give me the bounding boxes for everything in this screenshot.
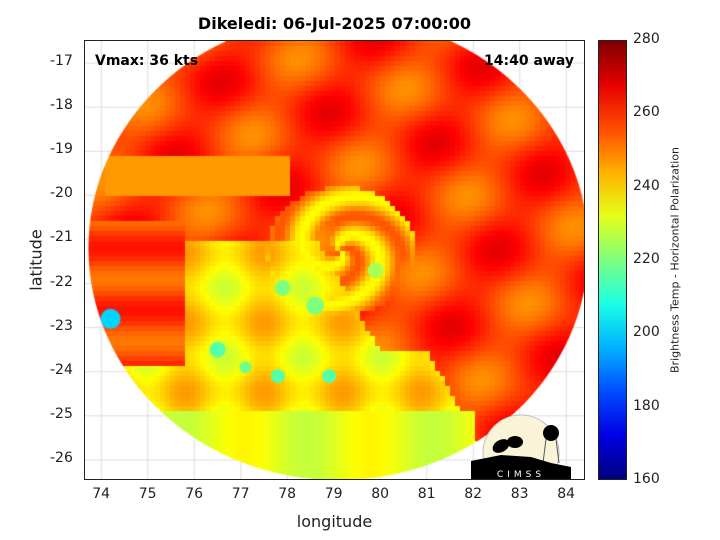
x-tick-label: 77 bbox=[231, 486, 250, 502]
cimss-logo: CIMSS bbox=[471, 414, 571, 480]
y-axis-label: latitude bbox=[26, 229, 46, 291]
time-away-label: 14:40 away bbox=[484, 53, 574, 69]
brightness-temp-image bbox=[85, 41, 584, 479]
colorbar-tick-label: 260 bbox=[633, 104, 660, 121]
x-tick-label: 75 bbox=[138, 486, 157, 502]
y-tick-label: -20 bbox=[50, 185, 73, 202]
map-axes: Vmax: 36 kts 14:40 away CIMSS bbox=[84, 40, 585, 480]
colorbar-tick-label: 180 bbox=[633, 397, 660, 414]
y-tick-label: -22 bbox=[50, 273, 73, 290]
x-tick-label: 78 bbox=[278, 486, 297, 502]
vmax-label: Vmax: 36 kts bbox=[95, 53, 199, 69]
colorbar bbox=[598, 40, 627, 480]
x-tick-label: 84 bbox=[557, 486, 576, 502]
x-axis-label: longitude bbox=[296, 512, 373, 531]
x-tick-label: 79 bbox=[324, 486, 343, 502]
colorbar-tick-label: 240 bbox=[633, 177, 660, 194]
y-tick-label: -25 bbox=[50, 405, 73, 422]
plot-title: Dikeledi: 06-Jul-2025 07:00:00 bbox=[197, 14, 472, 33]
colorbar-label: Brightness Temp - Horizontal Polarizatio… bbox=[668, 147, 682, 373]
svg-text:CIMSS: CIMSS bbox=[497, 470, 545, 480]
y-tick-label: -21 bbox=[50, 229, 73, 246]
y-tick-label: -26 bbox=[50, 449, 73, 466]
y-tick-label: -24 bbox=[50, 361, 73, 378]
x-tick-label: 76 bbox=[185, 486, 204, 502]
colorbar-tick-label: 220 bbox=[633, 251, 660, 267]
y-tick-label: -17 bbox=[50, 53, 73, 70]
colorbar-tick-label: 160 bbox=[633, 471, 660, 487]
y-tick-label: -18 bbox=[50, 97, 73, 114]
y-tick-label: -23 bbox=[50, 317, 73, 334]
x-tick-label: 80 bbox=[371, 486, 390, 502]
x-tick-label: 81 bbox=[417, 486, 436, 502]
colorbar-tick-label: 280 bbox=[633, 31, 660, 47]
x-tick-label: 83 bbox=[510, 486, 529, 502]
x-tick-label: 74 bbox=[92, 486, 111, 502]
colorbar-tick-label: 200 bbox=[633, 324, 660, 341]
x-tick-label: 82 bbox=[464, 486, 483, 502]
y-tick-label: -19 bbox=[50, 141, 73, 158]
